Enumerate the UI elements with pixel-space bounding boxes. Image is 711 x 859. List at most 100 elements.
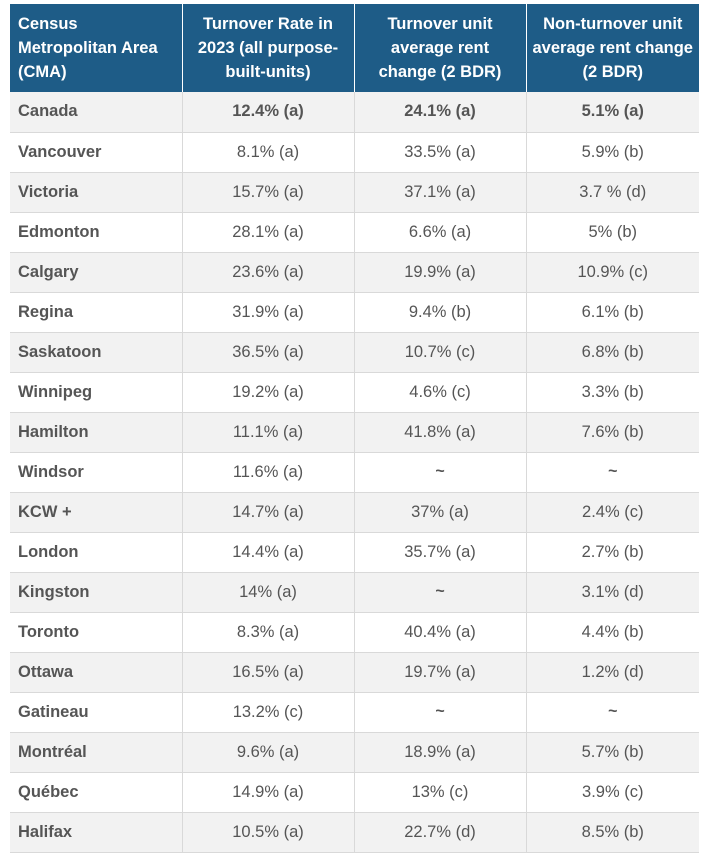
table-row: Canada 12.4% (a) 24.1% (a) 5.1% (a) [10, 92, 699, 133]
cell-turnover-rent-change: ~ [354, 692, 527, 733]
column-header-turnover-rent-change: Turnover unit average rent change (2 BDR… [354, 4, 527, 92]
table-row: Kingston 14% (a) ~3.1% (d) [10, 572, 699, 613]
cell-turnover-rate: 23.6% (a) [182, 252, 355, 293]
cell-non-turnover-rent-change: 5% (b) [526, 212, 699, 253]
cell-turnover-rent-change: ~ [354, 572, 527, 613]
column-header-turnover-rate: Turnover Rate in 2023 (all purpose-built… [182, 4, 355, 92]
cell-turnover-rate: 14% (a) [182, 572, 355, 613]
cell-cma-name: Vancouver [10, 132, 183, 173]
cell-non-turnover-rent-change: 8.5% (b) [526, 812, 699, 853]
cell-non-turnover-rent-change: 2.4% (c) [526, 492, 699, 533]
cell-non-turnover-rent-change: ~ [526, 452, 699, 493]
table-header: Census Metropolitan Area (CMA) Turnover … [10, 4, 699, 92]
cell-turnover-rate: 15.7% (a) [182, 172, 355, 213]
cell-non-turnover-rent-change: 3.1% (d) [526, 572, 699, 613]
cell-cma-name: Canada [10, 92, 183, 133]
cell-cma-name: Toronto [10, 612, 183, 653]
cell-turnover-rate: 9.6% (a) [182, 732, 355, 773]
cell-turnover-rate: 13.2% (c) [182, 692, 355, 733]
table-row: Halifax 10.5% (a) 22.7% (d) 8.5% (b) [10, 812, 699, 853]
cell-non-turnover-rent-change: 10.9% (c) [526, 252, 699, 293]
cell-cma-name: Windsor [10, 452, 183, 493]
table-row: Winnipeg 19.2% (a) 4.6% (c) 3.3% (b) [10, 372, 699, 413]
cell-non-turnover-rent-change: 4.4% (b) [526, 612, 699, 653]
cell-turnover-rent-change: 19.9% (a) [354, 252, 527, 293]
cell-turnover-rent-change: 19.7% (a) [354, 652, 527, 693]
cell-turnover-rate: 31.9% (a) [182, 292, 355, 333]
cell-non-turnover-rent-change: 6.1% (b) [526, 292, 699, 333]
cell-turnover-rate: 19.2% (a) [182, 372, 355, 413]
cell-cma-name: Ottawa [10, 652, 183, 693]
table-row: Regina 31.9% (a) 9.4% (b) 6.1% (b) [10, 292, 699, 333]
table-row: Gatineau 13.2% (c) ~ ~ [10, 692, 699, 733]
cell-non-turnover-rent-change: 3.9% (c) [526, 772, 699, 813]
table-row: KCW +14.7% (a) 37% (a) 2.4% (c) [10, 492, 699, 533]
cell-cma-name: Calgary [10, 252, 183, 293]
cell-turnover-rent-change: 4.6% (c) [354, 372, 527, 413]
cell-non-turnover-rent-change: 3.7 % (d) [526, 172, 699, 213]
column-header-cma: Census Metropolitan Area (CMA) [10, 4, 183, 92]
cell-turnover-rate: 8.1% (a) [182, 132, 355, 173]
cell-cma-name: Edmonton [10, 212, 183, 253]
cell-turnover-rent-change: 6.6% (a) [354, 212, 527, 253]
cell-cma-name: Québec [10, 772, 183, 813]
cell-non-turnover-rent-change: 6.8% (b) [526, 332, 699, 373]
table-row: Victoria 15.7% (a) 37.1% (a) 3.7 % (d) [10, 172, 699, 213]
table-body: Canada 12.4% (a) 24.1% (a) 5.1% (a) Vancouve… [10, 92, 699, 853]
table-row: Calgary 23.6% (a) 19.9% (a) 10.9% (c) [10, 252, 699, 293]
cell-cma-name: KCW + [10, 492, 183, 533]
cell-turnover-rent-change: 22.7% (d) [354, 812, 527, 853]
rent-turnover-table: Census Metropolitan Area (CMA) Turnover … [10, 4, 699, 853]
table-container: Census Metropolitan Area (CMA) Turnover … [10, 4, 699, 853]
cell-cma-name: Saskatoon [10, 332, 183, 373]
column-header-non-turnover-rent-change: Non-turnover unit average rent change (2… [526, 4, 699, 92]
cell-non-turnover-rent-change: 3.3% (b) [526, 372, 699, 413]
cell-cma-name: Hamilton [10, 412, 183, 453]
cell-cma-name: Winnipeg [10, 372, 183, 413]
cell-turnover-rate: 10.5% (a) [182, 812, 355, 853]
cell-turnover-rent-change: 13% (c) [354, 772, 527, 813]
cell-cma-name: London [10, 532, 183, 573]
cell-cma-name: Kingston [10, 572, 183, 613]
table-row: Montréal 9.6% (a) 18.9% (a) 5.7% (b) [10, 732, 699, 773]
cell-turnover-rent-change: 41.8% (a) [354, 412, 527, 453]
table-row: Toronto 8.3% (a) 40.4% (a) 4.4% (b) [10, 612, 699, 653]
cell-turnover-rent-change: 18.9% (a) [354, 732, 527, 773]
cell-turnover-rate: 36.5% (a) [182, 332, 355, 373]
cell-non-turnover-rent-change: 5.1% (a) [526, 92, 699, 133]
cell-turnover-rate: 8.3% (a) [182, 612, 355, 653]
cell-turnover-rate: 11.1% (a) [182, 412, 355, 453]
cell-turnover-rate: 12.4% (a) [182, 92, 355, 133]
cell-cma-name: Regina [10, 292, 183, 333]
cell-turnover-rent-change: 40.4% (a) [354, 612, 527, 653]
table-row: Edmonton 28.1% (a) 6.6% (a) 5% (b) [10, 212, 699, 253]
cell-turnover-rent-change: 9.4% (b) [354, 292, 527, 333]
table-row: Hamilton 11.1% (a) 41.8% (a) 7.6% (b) [10, 412, 699, 453]
cell-turnover-rent-change: 10.7% (c) [354, 332, 527, 373]
cell-turnover-rent-change: ~ [354, 452, 527, 493]
table-row: Windsor 11.6% (a) ~ ~ [10, 452, 699, 493]
cell-turnover-rent-change: 37% (a) [354, 492, 527, 533]
table-row: Vancouver 8.1% (a) 33.5% (a) 5.9% (b) [10, 132, 699, 173]
cell-non-turnover-rent-change: 5.9% (b) [526, 132, 699, 173]
cell-turnover-rent-change: 37.1% (a) [354, 172, 527, 213]
table-row: London 14.4% (a) 35.7% (a) 2.7% (b) [10, 532, 699, 573]
cell-turnover-rate: 16.5% (a) [182, 652, 355, 693]
table-row: Ottawa 16.5% (a) 19.7% (a) 1.2% (d) [10, 652, 699, 693]
cell-turnover-rate: 14.9% (a) [182, 772, 355, 813]
cell-turnover-rate: 28.1% (a) [182, 212, 355, 253]
cell-cma-name: Victoria [10, 172, 183, 213]
cell-turnover-rent-change: 35.7% (a) [354, 532, 527, 573]
cell-turnover-rate: 11.6% (a) [182, 452, 355, 493]
cell-non-turnover-rent-change: 1.2% (d) [526, 652, 699, 693]
cell-turnover-rent-change: 24.1% (a) [354, 92, 527, 133]
table-row: Saskatoon 36.5% (a) 10.7% (c) 6.8% (b) [10, 332, 699, 373]
cell-non-turnover-rent-change: 2.7% (b) [526, 532, 699, 573]
cell-non-turnover-rent-change: 5.7% (b) [526, 732, 699, 773]
cell-turnover-rate: 14.7% (a) [182, 492, 355, 533]
cell-cma-name: Montréal [10, 732, 183, 773]
cell-non-turnover-rent-change: ~ [526, 692, 699, 733]
cell-turnover-rent-change: 33.5% (a) [354, 132, 527, 173]
cell-turnover-rate: 14.4% (a) [182, 532, 355, 573]
header-row: Census Metropolitan Area (CMA) Turnover … [10, 4, 699, 92]
